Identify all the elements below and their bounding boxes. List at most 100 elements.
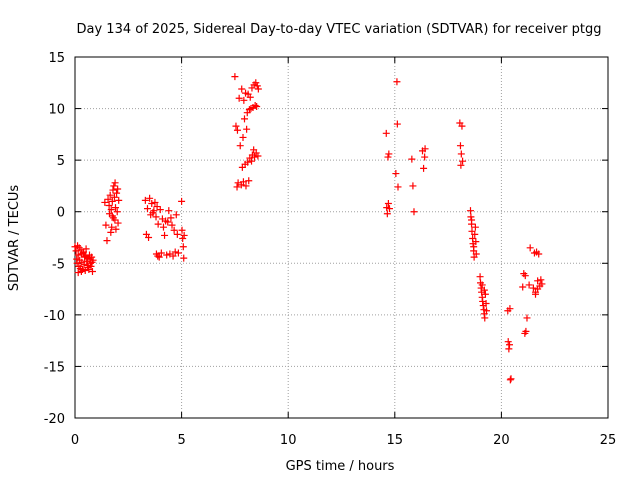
data-point [178, 226, 186, 234]
data-point [77, 268, 85, 276]
data-point [383, 210, 391, 218]
data-point [145, 234, 153, 241]
data-point [410, 208, 418, 216]
data-point [526, 244, 534, 252]
data-point [232, 122, 240, 130]
data-point [152, 213, 160, 221]
grid-lines [75, 57, 608, 418]
data-point [482, 307, 490, 315]
data-point [89, 256, 97, 264]
data-point [110, 193, 118, 201]
data-point [111, 216, 119, 224]
data-point [179, 243, 187, 251]
data-point [240, 96, 248, 104]
x-tick-label: 0 [71, 433, 79, 448]
data-point [459, 157, 467, 165]
data-point [384, 199, 392, 207]
data-point [385, 150, 393, 158]
data-point [168, 221, 176, 229]
data-point [179, 235, 187, 243]
data-point [104, 195, 112, 203]
x-tick-label: 25 [600, 433, 617, 448]
data-point [231, 73, 239, 81]
data-point [408, 155, 416, 163]
data-point [480, 286, 488, 294]
data-point [457, 161, 465, 169]
data-point [115, 196, 123, 204]
data-point [537, 276, 545, 284]
y-tick-label: 15 [48, 51, 65, 66]
data-point [507, 375, 515, 383]
data-point [239, 133, 247, 141]
data-point [382, 129, 390, 137]
data-point [504, 338, 512, 346]
data-point [114, 219, 122, 227]
data-point [161, 231, 169, 239]
data-point [523, 314, 531, 322]
data-point [239, 178, 247, 186]
data-point [111, 179, 119, 187]
data-point [154, 220, 162, 228]
data-point [141, 196, 149, 204]
data-point [506, 376, 514, 384]
data-point [238, 85, 246, 93]
data-point [180, 231, 188, 239]
data-point [471, 230, 479, 238]
data-point [254, 152, 262, 160]
data-point [156, 206, 164, 214]
data-point [109, 186, 117, 194]
data-point [420, 164, 428, 172]
data-point [108, 223, 116, 231]
x-tick-label: 10 [280, 433, 297, 448]
data-point [110, 182, 118, 190]
data-point [394, 183, 402, 191]
data-point [107, 228, 115, 236]
data-point [106, 191, 114, 199]
data-point [506, 341, 514, 349]
data-point [233, 183, 241, 191]
data-point [151, 198, 159, 206]
data-point [384, 153, 392, 161]
data-point [108, 197, 116, 205]
data-point [143, 205, 151, 213]
data-point [88, 268, 96, 276]
data-point [243, 125, 251, 133]
data-point [254, 85, 262, 93]
data-point [525, 281, 533, 289]
data-point [74, 269, 82, 277]
data-point [481, 290, 489, 298]
data-point [173, 230, 181, 238]
data-point [150, 207, 158, 215]
x-axis-label: GPS time / hours [286, 459, 395, 474]
data-point [174, 249, 182, 257]
data-point [253, 103, 261, 111]
data-point [466, 207, 474, 215]
data-point [153, 203, 161, 211]
data-point [112, 204, 120, 212]
data-point [538, 280, 546, 288]
data-point [393, 78, 401, 86]
data-point [103, 237, 111, 245]
data-point [472, 250, 480, 258]
data-point [81, 253, 89, 261]
data-point [522, 327, 530, 335]
y-tick-labels: -20 -15 -10 -5 0 5 10 15 [44, 51, 65, 427]
data-point [421, 153, 429, 161]
data-point [471, 223, 479, 231]
data-point [467, 213, 475, 221]
data-point [146, 194, 154, 202]
y-tick-label: -10 [44, 309, 65, 324]
y-tick-label: -5 [52, 257, 65, 272]
y-tick-label: -15 [44, 360, 65, 375]
data-point [113, 208, 121, 216]
data-point [482, 300, 490, 308]
data-point [102, 221, 110, 229]
x-tick-label: 5 [177, 433, 185, 448]
y-axis-label: SDTVAR / TECUs [7, 185, 22, 292]
data-point [481, 314, 489, 322]
data-point [72, 247, 80, 255]
data-point [155, 253, 163, 261]
data-point [87, 262, 95, 270]
axis-ticks [74, 56, 609, 419]
data-point [248, 157, 256, 165]
